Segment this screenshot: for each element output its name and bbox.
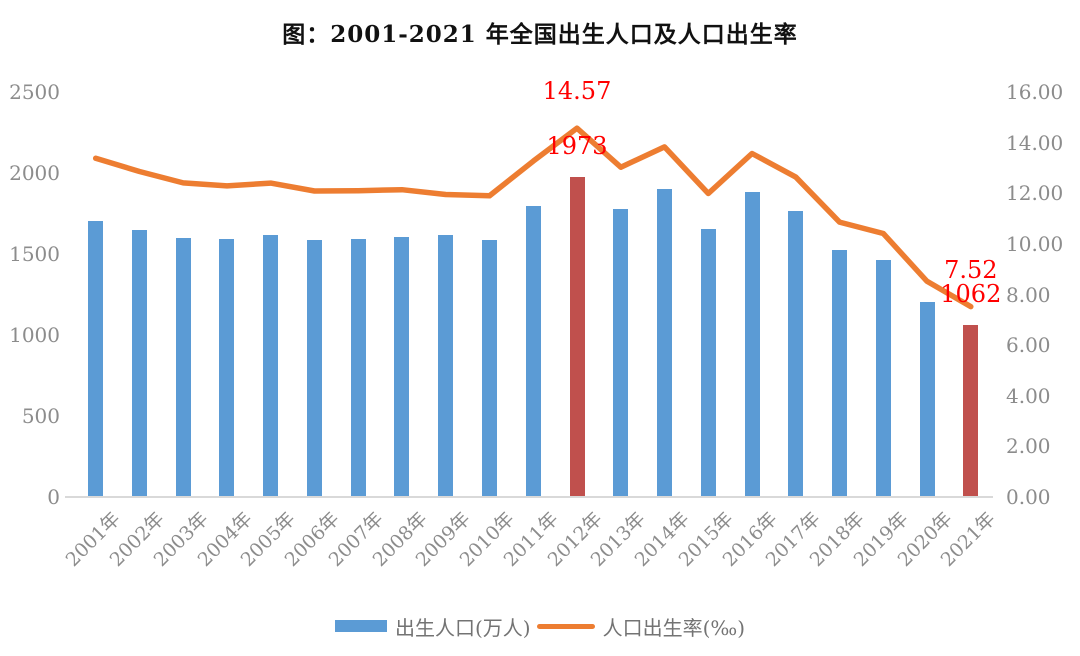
x-axis-label-2003年: 2003年 bbox=[149, 507, 213, 572]
x-axis-label-2018年: 2018年 bbox=[805, 507, 869, 572]
annotation-1973: 1973 bbox=[546, 132, 608, 161]
y-axis-right-tick: 16.00 bbox=[1006, 80, 1064, 104]
y-axis-left-tick: 2000 bbox=[9, 161, 60, 185]
bar-2005年 bbox=[263, 235, 279, 496]
y-axis-right-tick: 10.00 bbox=[1006, 231, 1064, 256]
bar-2017年 bbox=[788, 211, 804, 496]
bar-2011年 bbox=[525, 205, 541, 496]
bar-2001年 bbox=[88, 221, 104, 496]
bar-2019年 bbox=[875, 259, 891, 496]
bar-2021年 bbox=[963, 324, 979, 496]
bar-2015年 bbox=[700, 228, 716, 496]
y-axis-right-tick: 6.00 bbox=[1006, 333, 1051, 358]
y-axis-left-tick: 2500 bbox=[9, 80, 60, 104]
bar-2018年 bbox=[832, 250, 848, 496]
birth-rate-line bbox=[92, 125, 974, 310]
bar-2016年 bbox=[744, 191, 760, 496]
annotation-1062: 1062 bbox=[940, 279, 1002, 308]
legend-item-births: 出生人口(万人) bbox=[334, 612, 531, 641]
x-axis-label-2010年: 2010年 bbox=[455, 507, 519, 572]
legend-label-births: 出生人口(万人) bbox=[394, 615, 531, 640]
bar-2004年 bbox=[219, 238, 235, 496]
births-bar-swatch bbox=[334, 620, 387, 632]
bar-2002年 bbox=[131, 230, 147, 496]
y-axis-left-tick: 1500 bbox=[9, 242, 60, 266]
bar-2009年 bbox=[438, 235, 454, 496]
x-axis-label-2017年: 2017年 bbox=[761, 507, 826, 572]
bar-2007年 bbox=[350, 238, 366, 496]
y-axis-left-tick: 0 bbox=[47, 485, 60, 509]
x-axis-label-2014年: 2014年 bbox=[630, 507, 694, 572]
x-axis-label-2021年: 2021年 bbox=[937, 507, 1001, 572]
legend-label-birth-rate: 人口出生率(‰) bbox=[602, 615, 746, 640]
bar-2006年 bbox=[306, 240, 322, 496]
x-axis-label-2004年: 2004年 bbox=[193, 507, 257, 572]
x-axis-label-2020年: 2020年 bbox=[893, 507, 957, 572]
x-axis-label-2013年: 2013年 bbox=[586, 507, 651, 572]
bar-2020年 bbox=[919, 302, 935, 496]
bar-2003年 bbox=[175, 237, 191, 496]
bar-2010年 bbox=[481, 239, 497, 496]
bar-2008年 bbox=[394, 236, 410, 496]
y-axis-right-tick: 14.00 bbox=[1006, 130, 1064, 155]
y-axis-right-tick: 4.00 bbox=[1006, 383, 1051, 408]
x-axis-label-2008年: 2008年 bbox=[368, 507, 432, 572]
x-axis-label-2002年: 2002年 bbox=[105, 507, 169, 572]
bar-2013年 bbox=[613, 209, 629, 496]
y-axis-left-tick: 500 bbox=[21, 404, 60, 428]
x-axis-label-2009年: 2009年 bbox=[411, 507, 476, 572]
annotation-7.52: 7.52 bbox=[944, 255, 998, 284]
x-axis-label-2019年: 2019年 bbox=[849, 507, 913, 572]
x-axis-label-2015年: 2015年 bbox=[674, 507, 738, 572]
y-axis-right-tick: 2.00 bbox=[1006, 434, 1051, 459]
x-axis-label-2001年: 2001年 bbox=[61, 507, 126, 572]
bar-2014年 bbox=[657, 188, 672, 496]
x-axis-label-2016年: 2016年 bbox=[718, 507, 782, 572]
y-axis-left-tick: 1000 bbox=[9, 323, 60, 347]
birth-rate-line-swatch bbox=[536, 623, 595, 629]
chart-title: 图：2001-2021 年全国出生人口及人口出生率 bbox=[282, 21, 798, 48]
x-axis-label-2007年: 2007年 bbox=[324, 507, 388, 572]
x-axis-label-2011年: 2011年 bbox=[499, 507, 563, 572]
x-axis-label-2006年: 2006年 bbox=[280, 507, 344, 572]
x-axis-baseline bbox=[65, 496, 993, 498]
x-axis-label-2012年: 2012年 bbox=[543, 507, 607, 572]
legend-item-birth-rate: 人口出生率(‰) bbox=[536, 612, 746, 641]
bar-2012年 bbox=[569, 177, 585, 496]
legend: 出生人口(万人) 人口出生率(‰) bbox=[0, 612, 1080, 641]
annotation-14.57: 14.57 bbox=[542, 77, 612, 106]
y-axis-right-tick: 0.00 bbox=[1006, 485, 1051, 509]
y-axis-right-tick: 12.00 bbox=[1006, 181, 1064, 206]
x-axis-label-2005年: 2005年 bbox=[236, 507, 301, 572]
y-axis-right-tick: 8.00 bbox=[1006, 282, 1051, 307]
